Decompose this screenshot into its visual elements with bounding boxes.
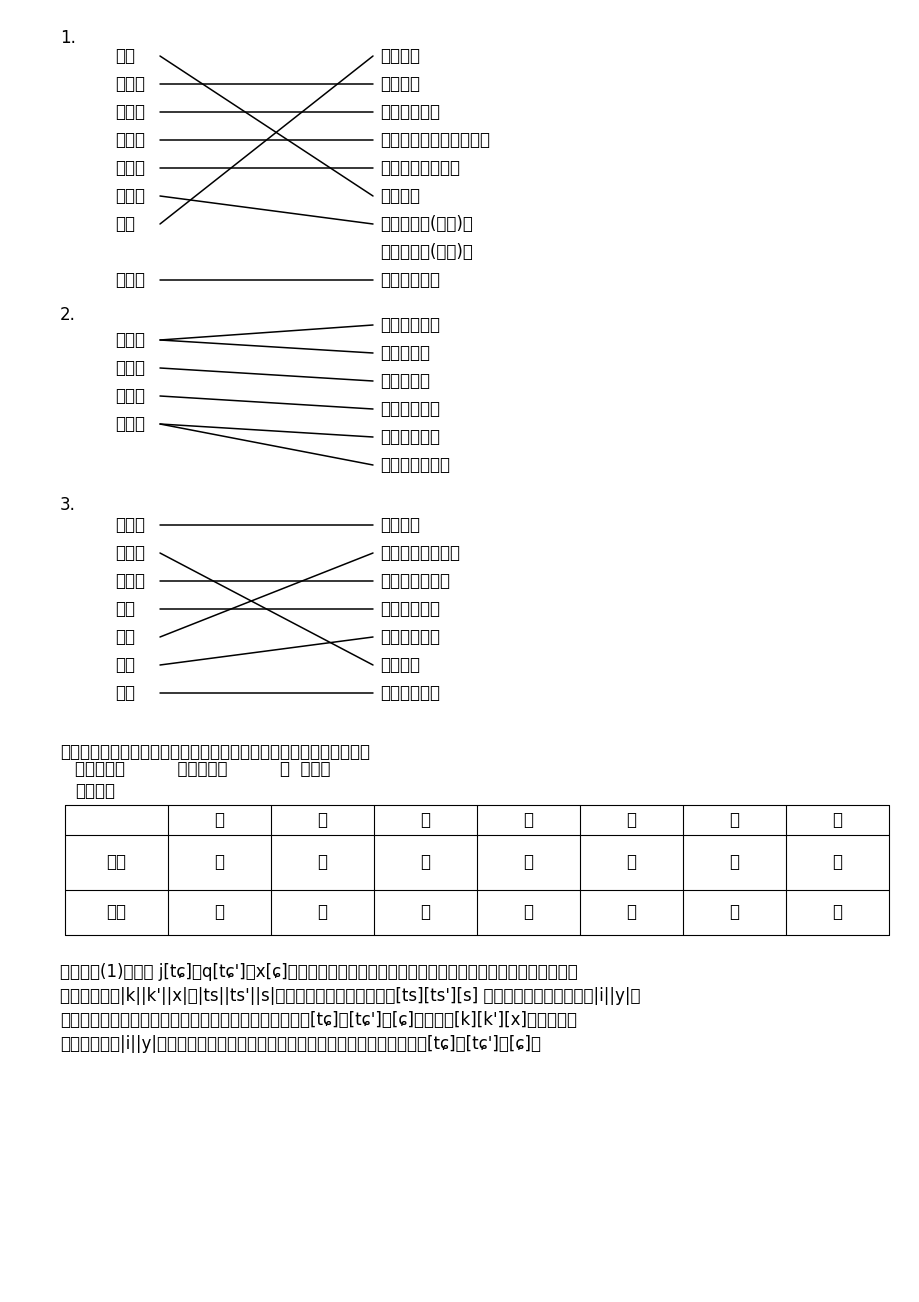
- Text: 㫃: 㫃: [832, 854, 842, 871]
- Text: 《广韵》: 《广韵》: [380, 656, 420, 674]
- Text: 陈彭年: 陈彭年: [115, 516, 145, 534]
- Text: 陈梦家: 陈梦家: [115, 271, 145, 289]
- Text: 《殷墟书契(前编)》: 《殷墟书契(前编)》: [380, 215, 472, 233]
- Text: 《殷墟书契(后编)》: 《殷墟书契(后编)》: [380, 243, 472, 260]
- Text: 于省吾: 于省吾: [115, 387, 145, 405]
- Text: 甲骨文字释林: 甲骨文字释林: [380, 428, 439, 447]
- Text: 舌: 舌: [420, 904, 430, 922]
- Text: 王筠: 王筠: [115, 684, 135, 702]
- Text: 《说文句读》: 《说文句读》: [380, 628, 439, 646]
- Text: 陆法言: 陆法言: [115, 572, 145, 590]
- Text: 卜辞通纂: 卜辞通纂: [380, 76, 420, 92]
- Text: 声符: 声符: [107, 904, 127, 922]
- Text: 《切韵》: 《切韵》: [380, 516, 420, 534]
- Text: 桂馥: 桂馥: [115, 628, 135, 646]
- Text: 贫: 贫: [729, 811, 739, 829]
- Text: 翁: 翁: [626, 811, 636, 829]
- Text: 韵母相拼，受|i||y|韵头或韵母的影响而发生了腭化，腭化后舌位前移，也变成了[tɕ]、[tɕ']、[ɕ]。: 韵母相拼，受|i||y|韵头或韵母的影响而发生了腭化，腭化后舌位前移，也变成了[…: [60, 1035, 540, 1053]
- Text: 意符: 意符: [107, 854, 127, 871]
- Text: 羽: 羽: [626, 854, 636, 871]
- Text: 刘鹗: 刘鹗: [115, 47, 135, 65]
- Text: 董作宾: 董作宾: [115, 187, 145, 204]
- Text: 孙诒让: 孙诒让: [115, 132, 145, 148]
- Text: 八．(1)今天的 j[tɕ]、q[tɕ']、x[ɕ]三个声母大致产生于清初稍后时期。此三母各有两个来源，即《中: 八．(1)今天的 j[tɕ]、q[tɕ']、x[ɕ]三个声母大致产生于清初稍后时…: [60, 963, 577, 980]
- Text: 贝: 贝: [729, 854, 739, 871]
- Text: 《说文解字义证》: 《说文解字义证》: [380, 544, 460, 562]
- Text: 郭沫若: 郭沫若: [115, 103, 145, 121]
- Text: 王国维: 王国维: [115, 76, 145, 92]
- Text: 讠: 讠: [420, 854, 430, 871]
- Text: 唐: 唐: [317, 811, 327, 829]
- Text: 原音韵》中的|k||k'||x|与|ts||ts'||s|其产生的原因是：舌尖前音[ts][ts'][s] 与齐撮两呼韵母相拼，受|i||y|韵: 原音韵》中的|k||k'||x|与|ts||ts'||s|其产生的原因是：舌尖前…: [60, 987, 640, 1005]
- Text: 土: 土: [523, 904, 533, 922]
- Text: 庚: 庚: [317, 904, 327, 922]
- Text: 甲骨文合集: 甲骨文合集: [380, 372, 429, 391]
- Text: 铁云藏龟: 铁云藏龟: [380, 187, 420, 204]
- Text: 两周金文辞大系: 两周金文辞大系: [380, 456, 449, 474]
- Text: 廿: 廿: [214, 854, 224, 871]
- Text: 甲骨文断代研究例: 甲骨文断代研究例: [380, 159, 460, 177]
- Text: 周德清: 周德清: [115, 544, 145, 562]
- Text: 头或韵母的影响而发生了腭化，腭化后舌位后移，变成了[tɕ]、[tɕ']、[ɕ]。舌根音[k][k'][x]与齐撮两呼: 头或韵母的影响而发生了腭化，腭化后舌位后移，变成了[tɕ]、[tɕ']、[ɕ]。…: [60, 1010, 576, 1029]
- Text: 话: 话: [420, 811, 430, 829]
- Text: 罗振玉: 罗振玉: [115, 159, 145, 177]
- Text: 兰茂: 兰茂: [115, 656, 135, 674]
- Text: 2.: 2.: [60, 306, 75, 324]
- Text: 徒: 徒: [523, 811, 533, 829]
- Text: 殷墟文字乙: 殷墟文字乙: [380, 344, 429, 362]
- Text: 殷墟卜辞综述: 殷墟卜辞综述: [380, 400, 439, 418]
- Text: 殷墟卜辞综述: 殷墟卜辞综述: [380, 271, 439, 289]
- Text: 契文举例: 契文举例: [380, 47, 420, 65]
- Text: 辵: 辵: [523, 854, 533, 871]
- Text: 王力: 王力: [115, 600, 135, 618]
- Text: 1.: 1.: [60, 29, 75, 47]
- Text: 3.: 3.: [60, 496, 75, 514]
- Text: 形声字：: 形声字：: [75, 783, 115, 799]
- Text: 《汉语音韵学》: 《汉语音韵学》: [380, 572, 449, 590]
- Text: 七．指出下列汉字中的会意字和形声字，并说明形声字的声符和意符。: 七．指出下列汉字中的会意字和形声字，并说明形声字的声符和意符。: [60, 743, 369, 760]
- Text: 郭沫若: 郭沫若: [115, 415, 145, 434]
- Text: 口: 口: [317, 854, 327, 871]
- Text: 《中原音韵》: 《中原音韵》: [380, 684, 439, 702]
- Text: 旌: 旌: [832, 811, 842, 829]
- Text: 《韵略易通》: 《韵略易通》: [380, 600, 439, 618]
- Text: 生: 生: [832, 904, 842, 922]
- Text: 唐兰: 唐兰: [115, 215, 135, 233]
- Text: 公: 公: [626, 904, 636, 922]
- Text: 殷墟文字甲编: 殷墟文字甲编: [380, 316, 439, 335]
- Text: 加: 加: [214, 904, 224, 922]
- Text: 董作宾: 董作宾: [115, 331, 145, 349]
- Text: 字、闲、息          玨、牢、臭          既  会意字: 字、闲、息 玨、牢、臭 既 会意字: [75, 760, 330, 779]
- Text: 陈梦家: 陈梦家: [115, 359, 145, 378]
- Text: 殷墟卜辞所见先公先王考: 殷墟卜辞所见先公先王考: [380, 132, 490, 148]
- Text: 古文字学导论: 古文字学导论: [380, 103, 439, 121]
- Text: 分: 分: [729, 904, 739, 922]
- Text: 茄: 茄: [214, 811, 224, 829]
